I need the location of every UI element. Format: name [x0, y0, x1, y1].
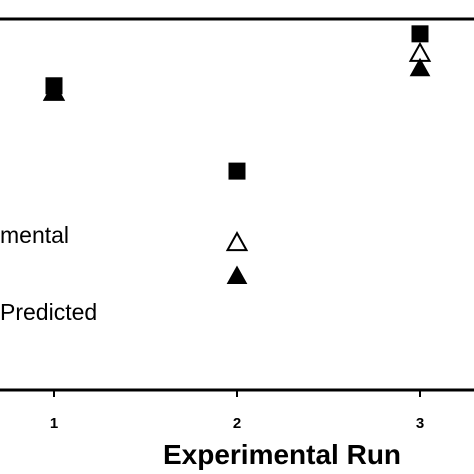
legend-label-predicted: Predicted	[0, 299, 97, 325]
x-axis-title: Experimental Run	[163, 439, 401, 470]
filled-square-marker-run-3	[411, 25, 429, 43]
open-triangle-marker-run-2	[225, 231, 249, 252]
filled-square-marker-run-1	[45, 77, 63, 95]
filled-triangle-marker-run-2	[226, 265, 248, 284]
filled-square-marker-run-2	[228, 162, 246, 180]
x-tick-label-2: 2	[233, 415, 241, 432]
x-tick-label-1: 1	[50, 415, 58, 432]
legend-label-experimental: mental	[0, 222, 69, 248]
filled-triangle-marker-run-3	[409, 57, 431, 77]
x-axis-ticks: 1 2 3	[50, 390, 424, 432]
x-tick-label-3: 3	[416, 415, 424, 432]
data-markers	[42, 25, 432, 284]
